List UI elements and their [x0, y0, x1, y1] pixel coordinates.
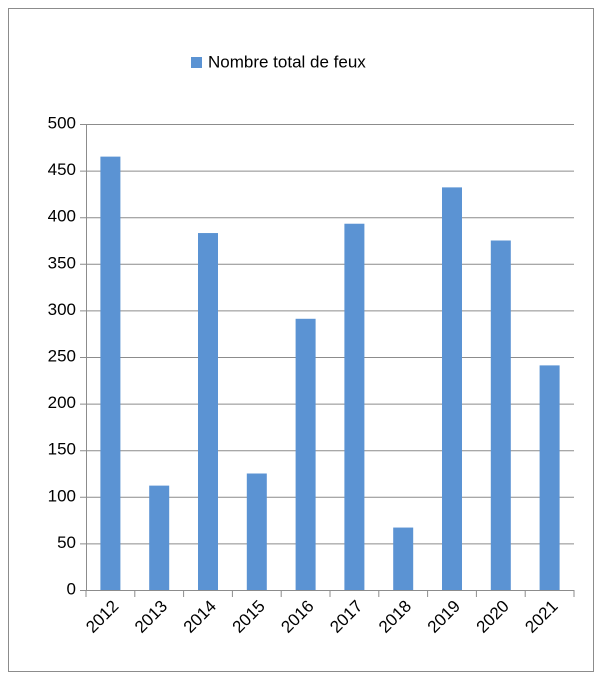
y-tick-label: 0 — [67, 579, 76, 598]
y-tick-label: 450 — [48, 160, 76, 179]
bar — [246, 473, 267, 590]
bar — [539, 365, 560, 590]
legend-label: Nombre total de feux — [208, 52, 366, 71]
bar — [490, 240, 511, 590]
y-tick-label: 50 — [57, 533, 76, 552]
y-tick-label: 100 — [48, 486, 76, 505]
bar — [344, 223, 365, 590]
y-tick-label: 300 — [48, 300, 76, 319]
y-tick-label: 150 — [48, 440, 76, 459]
legend-swatch — [191, 57, 202, 68]
bar — [198, 233, 218, 590]
y-tick-label: 500 — [48, 113, 76, 132]
bar — [393, 527, 414, 590]
bar — [149, 485, 170, 590]
bar — [100, 156, 121, 590]
y-tick-label: 250 — [48, 346, 76, 365]
y-tick-label: 400 — [48, 207, 76, 226]
bar — [295, 318, 316, 590]
y-tick-label: 350 — [48, 253, 76, 272]
y-tick-label: 200 — [48, 393, 76, 412]
bar — [442, 187, 462, 590]
